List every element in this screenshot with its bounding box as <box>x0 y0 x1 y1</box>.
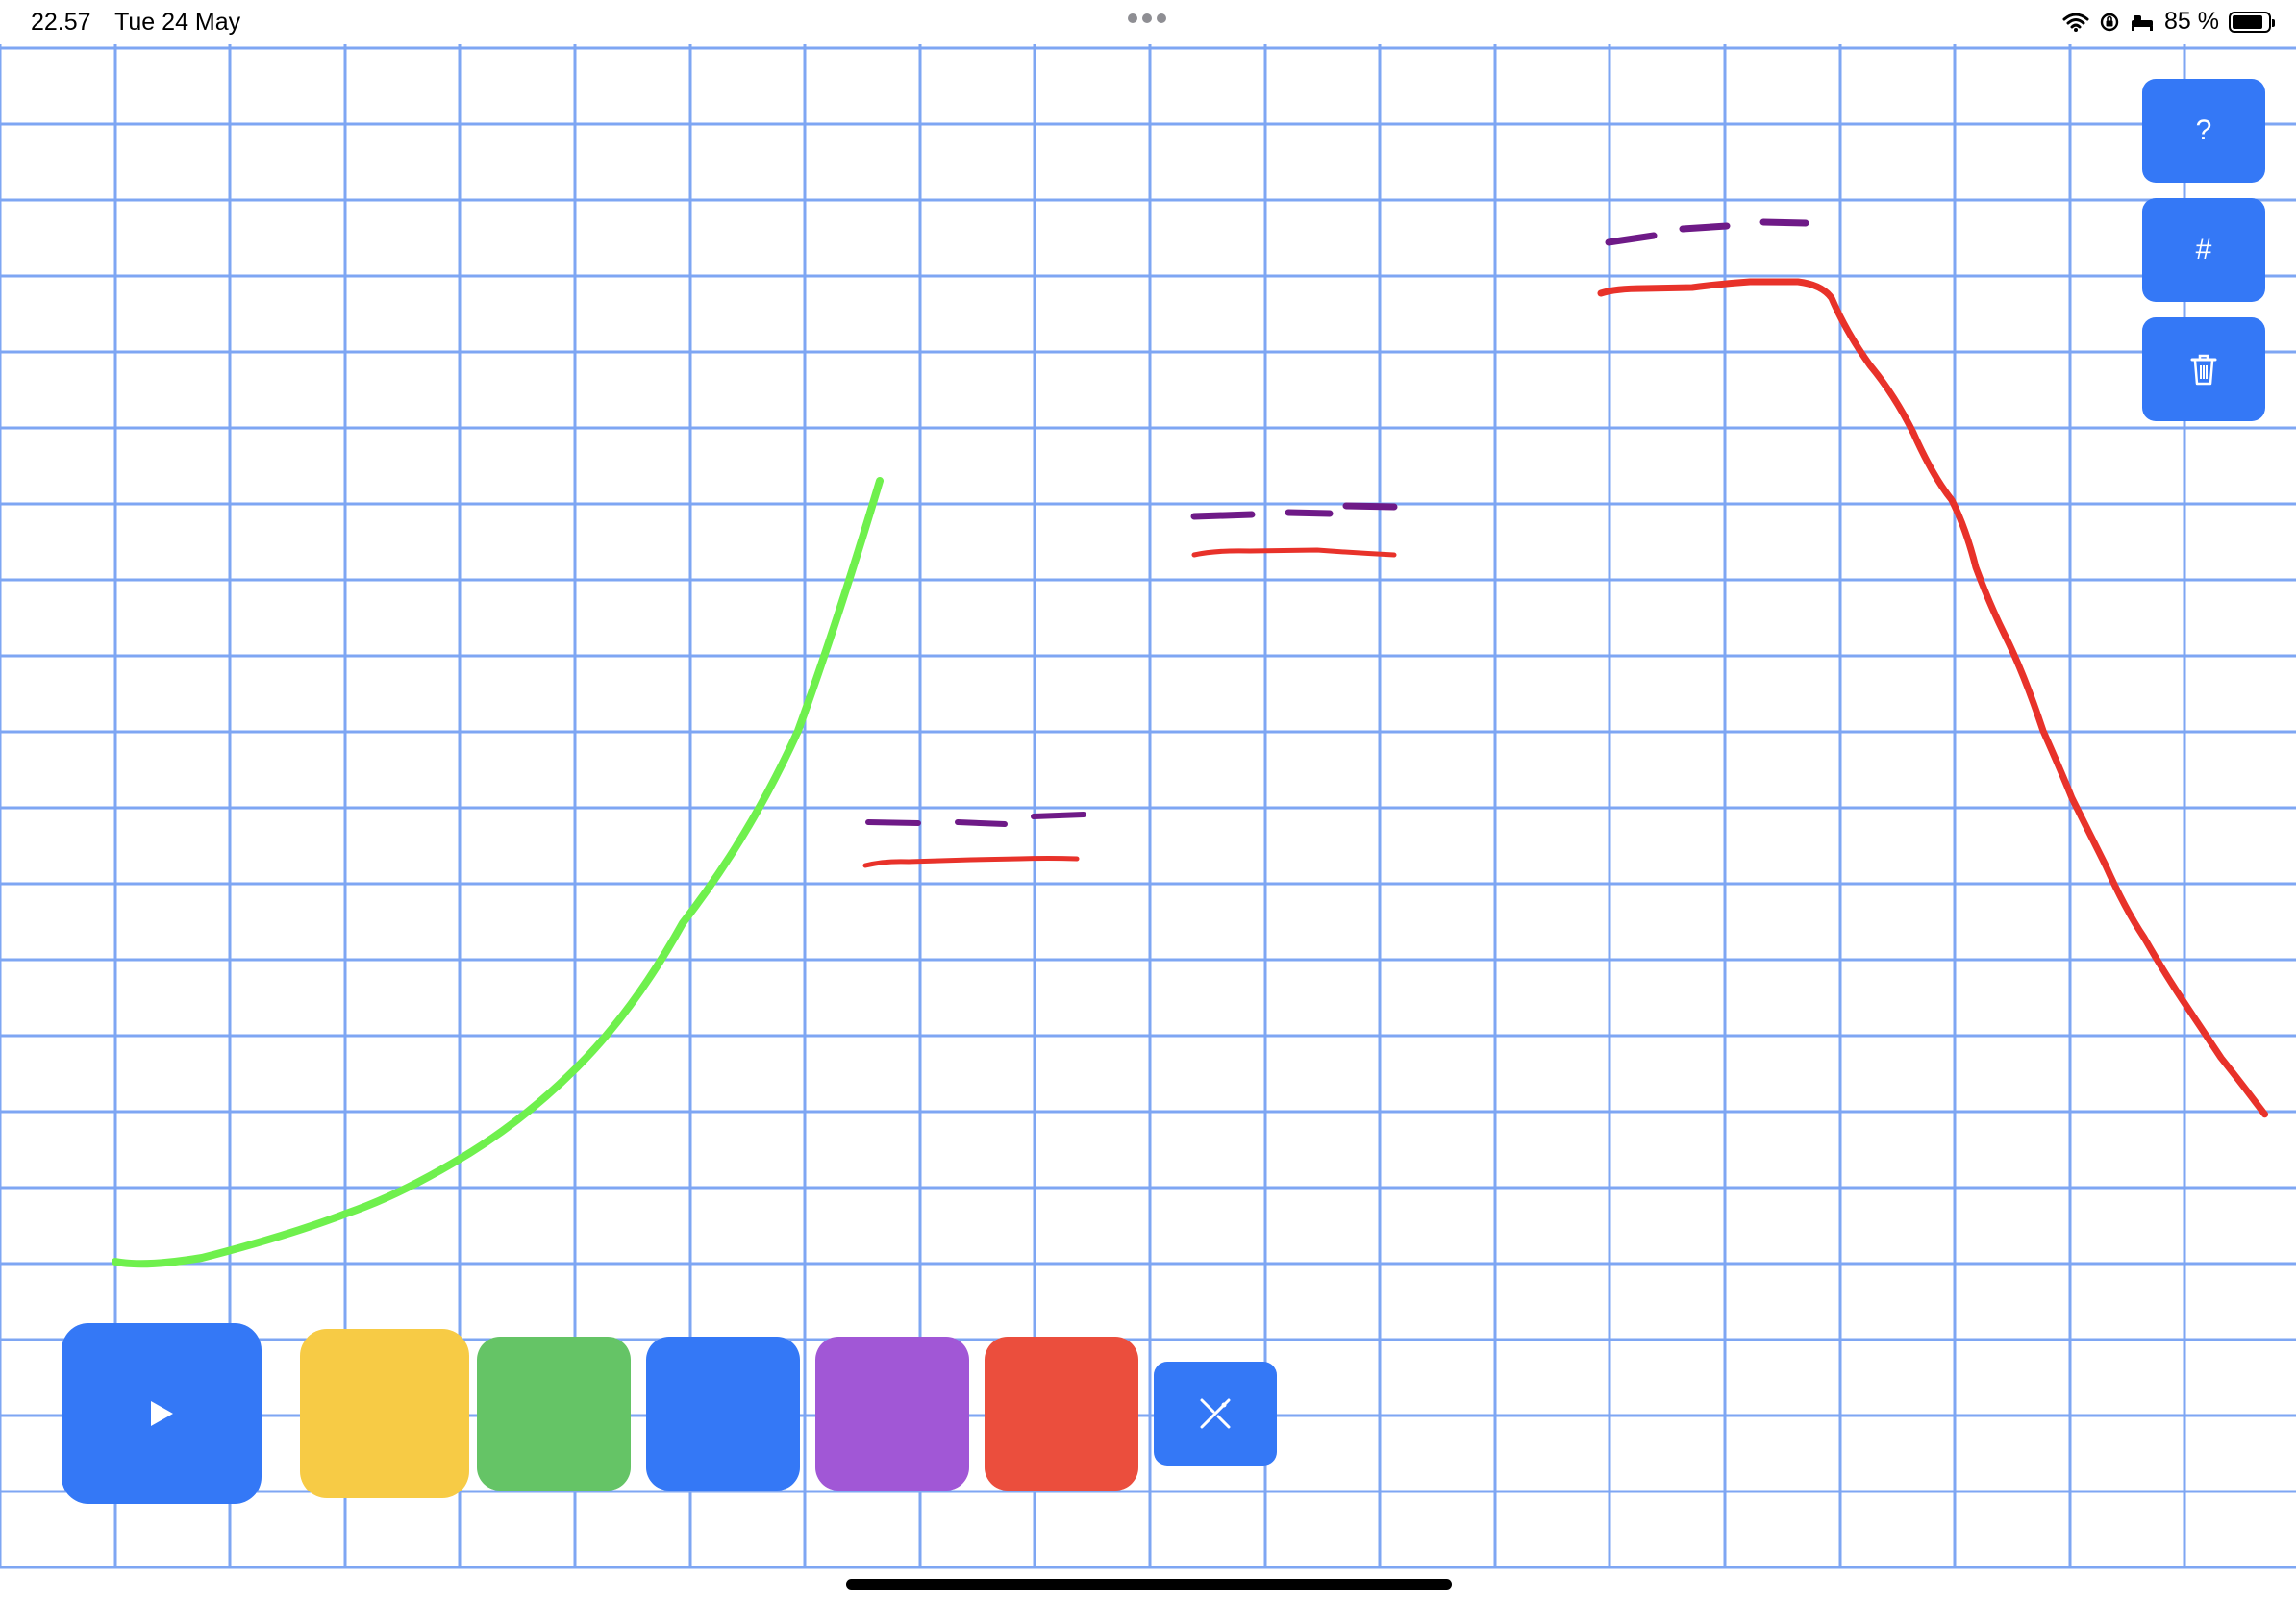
color-swatch-yellow[interactable] <box>300 1329 469 1498</box>
eraser-icon <box>1200 1398 1231 1429</box>
status-clock: 22.57 Tue 24 May <box>31 9 258 37</box>
orientation-lock-icon <box>2100 13 2119 31</box>
status-bar: 22.57 Tue 24 May 85 % <box>0 0 2296 44</box>
help-button[interactable]: ? <box>2142 79 2265 183</box>
question-icon: ? <box>2195 114 2212 146</box>
purple-dash <box>1759 218 1809 227</box>
purple-dash <box>1190 511 1256 520</box>
sleep-focus-icon <box>2132 14 2154 31</box>
status-time: 22.57 <box>31 9 91 36</box>
play-icon <box>151 1401 173 1426</box>
grid-toggle-button[interactable]: # <box>2142 198 2265 302</box>
home-indicator[interactable] <box>846 1579 1452 1590</box>
clear-button[interactable] <box>2142 317 2265 421</box>
purple-dash <box>955 819 1008 827</box>
eraser-button[interactable] <box>1154 1362 1277 1466</box>
red-stroke-top-curve <box>1597 278 2268 1118</box>
purple-dash <box>1679 222 1731 233</box>
status-indicators: 85 % <box>2062 8 2275 36</box>
multitasking-dots-icon[interactable] <box>1128 13 1166 23</box>
red-stroke-bottom <box>862 856 1080 868</box>
grid-lines <box>0 44 2296 1569</box>
color-swatch-green[interactable] <box>477 1337 631 1491</box>
purple-dash <box>1605 232 1658 246</box>
purple-dash <box>865 819 921 826</box>
color-swatch-red[interactable] <box>985 1337 1138 1491</box>
wifi-icon <box>2062 13 2089 32</box>
purple-dash <box>1342 502 1398 511</box>
color-swatch-blue[interactable] <box>646 1337 800 1491</box>
grid-icon: # <box>2195 234 2212 265</box>
purple-dash <box>1031 812 1086 819</box>
green-stroke <box>112 477 884 1268</box>
battery-icon <box>2229 11 2275 33</box>
battery-percentage: 85 % <box>2164 8 2219 35</box>
red-stroke-middle <box>1191 547 1397 558</box>
status-date: Tue 24 May <box>114 9 241 36</box>
purple-dash <box>1285 509 1334 517</box>
color-swatch-purple[interactable] <box>815 1337 969 1491</box>
battery-level <box>2233 14 2262 29</box>
play-button[interactable] <box>62 1323 262 1504</box>
trash-icon <box>2190 354 2217 386</box>
drawn-strokes <box>112 218 2268 1268</box>
